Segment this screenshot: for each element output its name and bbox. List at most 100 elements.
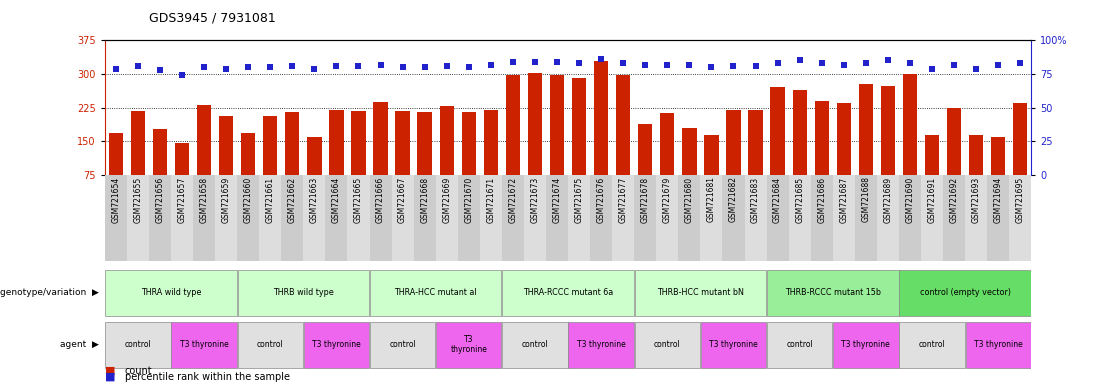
Bar xyxy=(370,175,392,261)
Bar xyxy=(921,175,943,261)
Bar xyxy=(105,322,171,368)
Bar xyxy=(946,108,961,208)
Bar xyxy=(767,322,833,368)
Text: GSM721685: GSM721685 xyxy=(795,177,804,223)
Text: THRA-HCC mutant al: THRA-HCC mutant al xyxy=(395,288,476,297)
Text: GSM721667: GSM721667 xyxy=(398,177,407,223)
Bar xyxy=(174,143,190,208)
Bar xyxy=(899,175,921,261)
Bar xyxy=(480,175,502,261)
Bar xyxy=(550,75,565,208)
Text: THRB-HCC mutant bN: THRB-HCC mutant bN xyxy=(657,288,743,297)
Point xyxy=(394,64,411,70)
Point xyxy=(725,63,742,69)
Point xyxy=(438,63,456,69)
Bar xyxy=(370,270,502,316)
Bar xyxy=(330,110,344,208)
Text: control: control xyxy=(389,340,416,349)
Bar xyxy=(285,112,299,208)
Point xyxy=(151,67,169,73)
Bar xyxy=(193,175,215,261)
Text: GSM721659: GSM721659 xyxy=(222,177,231,223)
Bar xyxy=(237,322,303,368)
Text: GSM721688: GSM721688 xyxy=(861,177,870,222)
Point xyxy=(681,61,698,68)
Bar xyxy=(440,106,454,208)
Bar xyxy=(833,322,899,368)
Bar xyxy=(902,74,917,208)
Bar xyxy=(767,270,899,316)
Bar xyxy=(899,270,1031,316)
Text: ■: ■ xyxy=(105,366,116,376)
Bar xyxy=(700,322,767,368)
Bar xyxy=(634,322,700,368)
Bar xyxy=(789,175,811,261)
Text: GSM721684: GSM721684 xyxy=(773,177,782,223)
Text: GSM721682: GSM721682 xyxy=(729,177,738,222)
Text: GSM721661: GSM721661 xyxy=(266,177,275,223)
Point xyxy=(350,63,367,69)
Point xyxy=(989,61,1007,68)
Text: GSM721671: GSM721671 xyxy=(486,177,495,223)
Text: GSM721676: GSM721676 xyxy=(597,177,606,223)
Text: GSM721663: GSM721663 xyxy=(310,177,319,223)
Bar xyxy=(108,133,124,208)
Bar xyxy=(700,175,722,261)
Text: control: control xyxy=(125,340,151,349)
Bar xyxy=(990,137,1005,208)
Text: T3 thyronine: T3 thyronine xyxy=(312,340,361,349)
Text: THRB-RCCC mutant 15b: THRB-RCCC mutant 15b xyxy=(784,288,881,297)
Bar xyxy=(506,75,521,208)
Text: count: count xyxy=(125,366,152,376)
Bar xyxy=(965,175,987,261)
Point xyxy=(923,65,941,71)
Point xyxy=(460,64,478,70)
Bar xyxy=(968,135,984,208)
Bar xyxy=(965,322,1031,368)
Point xyxy=(769,60,786,66)
Text: genotype/variation  ▶: genotype/variation ▶ xyxy=(0,288,99,297)
Point xyxy=(283,63,301,69)
Text: T3
thyronine: T3 thyronine xyxy=(450,335,488,354)
Point xyxy=(967,65,985,71)
Point xyxy=(791,58,808,64)
Text: THRA wild type: THRA wild type xyxy=(141,288,201,297)
Bar xyxy=(307,137,322,208)
Point xyxy=(857,60,875,66)
Point xyxy=(592,56,610,62)
Bar xyxy=(237,270,370,316)
Point xyxy=(658,61,676,68)
Bar xyxy=(899,322,965,368)
Text: agent  ▶: agent ▶ xyxy=(61,340,99,349)
Text: control (empty vector): control (empty vector) xyxy=(920,288,1010,297)
Bar xyxy=(833,175,855,261)
Bar xyxy=(877,175,899,261)
Bar xyxy=(727,110,741,208)
Bar xyxy=(855,175,877,261)
Bar xyxy=(502,175,524,261)
Bar xyxy=(749,110,763,208)
Text: GSM721689: GSM721689 xyxy=(884,177,892,223)
Bar xyxy=(528,73,543,208)
Bar xyxy=(458,175,480,261)
Point xyxy=(195,64,213,70)
Text: GSM721654: GSM721654 xyxy=(111,177,120,223)
Bar xyxy=(370,322,436,368)
Bar xyxy=(152,129,168,208)
Text: percentile rank within the sample: percentile rank within the sample xyxy=(125,372,290,382)
Text: GSM721691: GSM721691 xyxy=(928,177,936,223)
Text: T3 thyronine: T3 thyronine xyxy=(842,340,890,349)
Bar xyxy=(347,175,370,261)
Bar xyxy=(925,135,940,208)
Text: GSM721665: GSM721665 xyxy=(354,177,363,223)
Point xyxy=(945,61,963,68)
Text: GSM721674: GSM721674 xyxy=(553,177,561,223)
Bar xyxy=(811,175,833,261)
Bar xyxy=(639,124,653,208)
Text: GSM721673: GSM721673 xyxy=(531,177,539,223)
Bar xyxy=(590,175,612,261)
Bar xyxy=(149,175,171,261)
Text: GSM721675: GSM721675 xyxy=(575,177,583,223)
Bar xyxy=(612,175,634,261)
Point xyxy=(614,60,632,66)
